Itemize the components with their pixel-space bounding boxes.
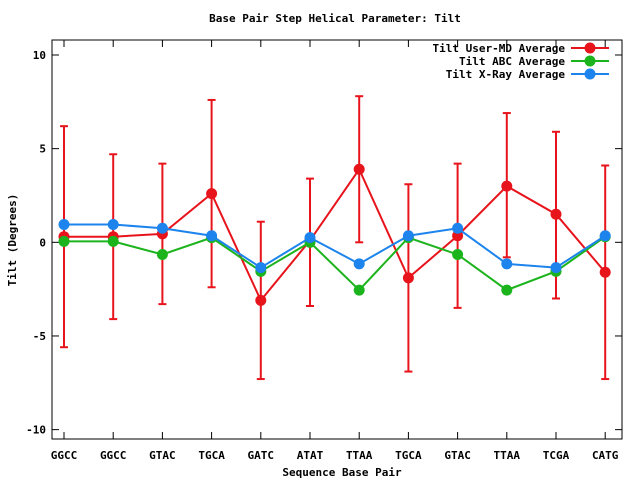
x-tick-label: GTAC bbox=[444, 449, 471, 462]
x-tick-label: TTAA bbox=[346, 449, 373, 462]
data-point bbox=[402, 272, 414, 284]
y-tick-label: -5 bbox=[33, 330, 46, 343]
data-point bbox=[353, 163, 365, 175]
data-point bbox=[58, 219, 70, 231]
data-point bbox=[452, 248, 464, 260]
x-tick-label: TGCA bbox=[395, 449, 422, 462]
data-point bbox=[550, 262, 562, 274]
legend-label: Tilt X-Ray Average bbox=[446, 68, 566, 81]
data-point bbox=[107, 235, 119, 247]
x-tick-label: ATAT bbox=[297, 449, 324, 462]
data-point bbox=[206, 230, 218, 242]
data-point bbox=[599, 230, 611, 242]
data-point bbox=[156, 248, 168, 260]
data-point bbox=[599, 266, 611, 278]
data-point bbox=[58, 235, 70, 247]
legend-swatch-marker bbox=[584, 68, 596, 80]
series-line-2 bbox=[64, 235, 606, 292]
y-tick-label: 10 bbox=[33, 49, 46, 62]
data-point bbox=[206, 188, 218, 200]
data-point bbox=[353, 258, 365, 270]
x-tick-label: TCGA bbox=[543, 449, 570, 462]
x-tick-label: TGCA bbox=[198, 449, 225, 462]
y-tick-label: 0 bbox=[39, 236, 46, 249]
series-line-3 bbox=[64, 223, 606, 269]
y-axis-label: Tilt (Degrees) bbox=[6, 194, 19, 287]
x-tick-label: GGCC bbox=[100, 449, 127, 462]
data-point bbox=[255, 294, 267, 306]
chart-title: Base Pair Step Helical Parameter: Tilt bbox=[209, 12, 461, 25]
error-bars bbox=[60, 95, 610, 381]
legend-swatch-marker bbox=[584, 55, 596, 67]
data-point bbox=[501, 284, 513, 296]
x-tick-label: GGCC bbox=[51, 449, 78, 462]
x-tick-label: TTAA bbox=[494, 449, 521, 462]
data-point bbox=[255, 262, 267, 274]
data-point bbox=[501, 258, 513, 270]
axes: -10 -5 0 5 10 GGCC GGCC GTAC TGCA GATC ATAT TTAA TGC… bbox=[26, 40, 622, 462]
x-tick-label: GATC bbox=[248, 449, 275, 462]
series-line-1 bbox=[64, 167, 606, 303]
legend-swatch-marker bbox=[584, 42, 596, 54]
x-tick-label: CATG bbox=[592, 449, 619, 462]
data-point bbox=[156, 222, 168, 234]
data-point bbox=[402, 230, 414, 242]
data-point bbox=[550, 208, 562, 220]
data-point bbox=[452, 222, 464, 234]
data-point bbox=[353, 284, 365, 296]
data-point bbox=[107, 219, 119, 231]
x-axis-label: Sequence Base Pair bbox=[282, 466, 402, 479]
legend-label: Tilt ABC Average bbox=[459, 55, 565, 68]
plot-frame bbox=[51, 39, 623, 440]
y-tick-label: 5 bbox=[39, 143, 46, 156]
data-point bbox=[304, 232, 316, 244]
x-tick-label: GTAC bbox=[149, 449, 176, 462]
series-layer bbox=[58, 163, 611, 306]
data-point bbox=[501, 180, 513, 192]
legend-label: Tilt User-MD Average bbox=[433, 42, 566, 55]
y-tick-label: -10 bbox=[26, 424, 46, 437]
